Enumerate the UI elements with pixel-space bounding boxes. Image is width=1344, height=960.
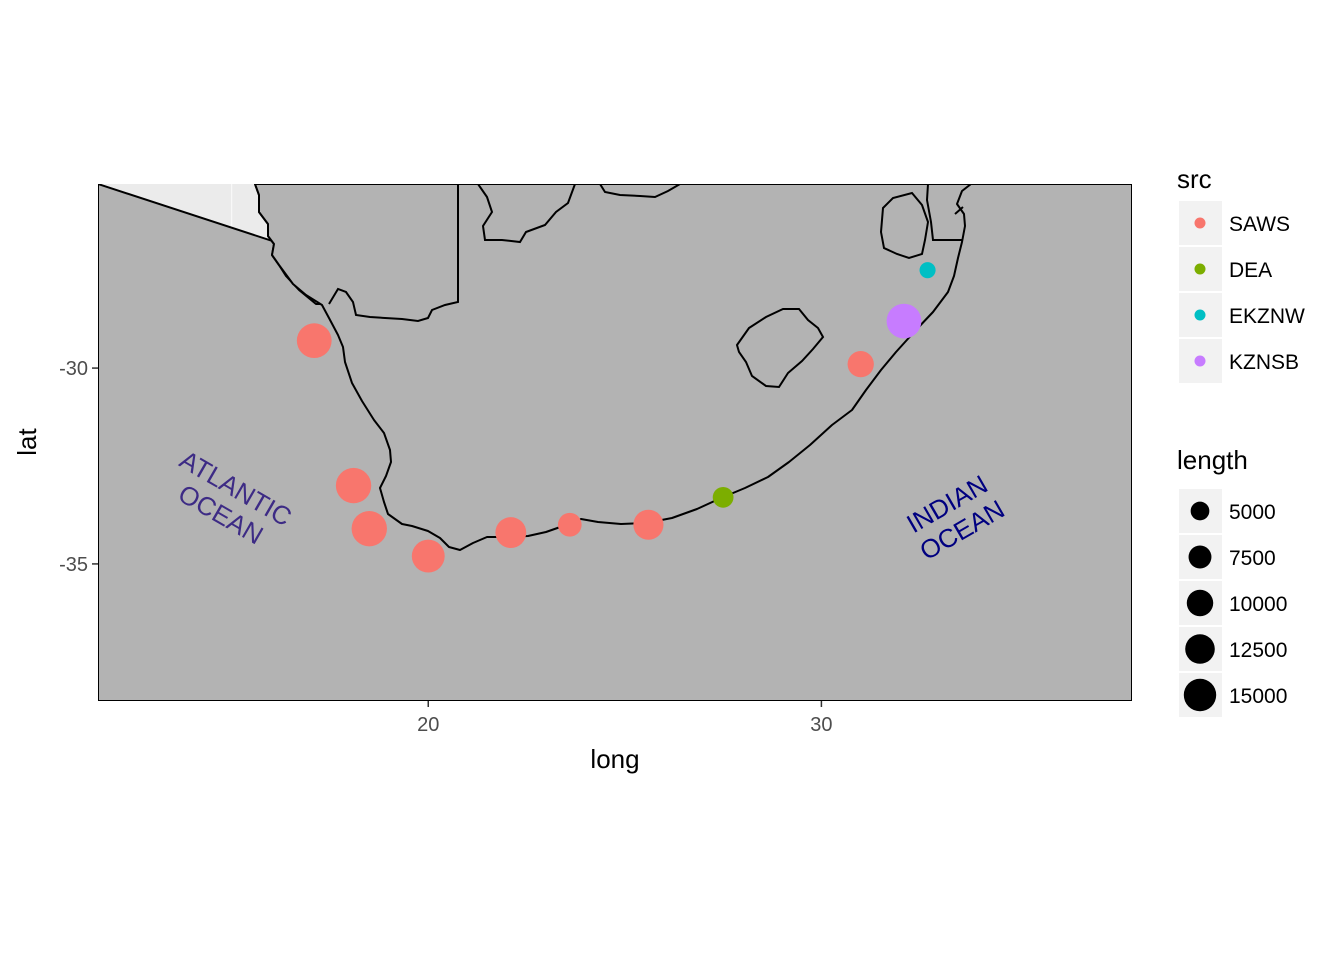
point-dea xyxy=(712,486,734,508)
point-ekznw xyxy=(919,262,936,279)
legend-size-swatch xyxy=(1186,589,1214,617)
observation-points xyxy=(296,262,936,573)
point-saws xyxy=(633,509,664,540)
y-axis-title: lat xyxy=(12,427,42,455)
legend-swatch-dea xyxy=(1194,263,1206,275)
y-tick-label: -30 xyxy=(59,358,88,380)
legend-swatch-ekznw xyxy=(1194,309,1206,321)
x-axis-title: long xyxy=(590,744,639,774)
legend-label-dea: DEA xyxy=(1229,259,1272,282)
legend-size-swatch xyxy=(1188,545,1212,569)
legend-size-label: 12500 xyxy=(1229,639,1287,662)
legend-size-swatch xyxy=(1190,501,1210,521)
point-saws xyxy=(557,512,582,537)
point-saws xyxy=(351,510,387,547)
legend-label-ekznw: EKZNW xyxy=(1229,305,1305,328)
point-kznsb xyxy=(886,303,922,339)
eswatini-outline xyxy=(879,191,930,260)
coastline-path xyxy=(254,184,972,551)
x-tick-label: 20 xyxy=(417,714,439,736)
point-saws xyxy=(411,539,445,573)
border-botswana-zimbabwe xyxy=(477,184,576,244)
point-saws xyxy=(495,517,527,548)
legend-swatch-saws xyxy=(1194,217,1206,229)
border-namibia xyxy=(328,184,459,323)
legend-size-label: 10000 xyxy=(1229,593,1287,616)
axes: long lat 20 30 -30 -35 xyxy=(12,358,833,774)
legend-swatch-kznsb xyxy=(1194,355,1206,367)
land-layer xyxy=(98,184,1132,701)
legend-size-label: 15000 xyxy=(1229,685,1287,708)
legend-size-label: 5000 xyxy=(1229,501,1276,524)
legend-size-label: 7500 xyxy=(1229,547,1276,570)
point-saws xyxy=(335,467,372,504)
y-tick-label: -35 xyxy=(59,554,88,576)
legend-src: src SAWS DEA EKZNW KZNSB xyxy=(1177,164,1305,383)
legend-size-swatch xyxy=(1185,634,1215,664)
legend-src-title: src xyxy=(1177,164,1212,194)
point-saws xyxy=(847,351,874,378)
border-zimbabwe-mozambique xyxy=(599,184,681,199)
legend-size-swatch xyxy=(1183,678,1217,712)
border-mozambique xyxy=(925,184,964,241)
legend-label-kznsb: KZNSB xyxy=(1229,351,1299,374)
legend-length: length 5000 7500 10000 12500 15000 xyxy=(1177,445,1287,717)
legend-label-saws: SAWS xyxy=(1229,213,1290,236)
point-saws xyxy=(296,323,332,359)
legend-length-title: length xyxy=(1177,445,1248,475)
lesotho-outline xyxy=(735,308,825,389)
x-tick-label: 30 xyxy=(810,714,832,736)
